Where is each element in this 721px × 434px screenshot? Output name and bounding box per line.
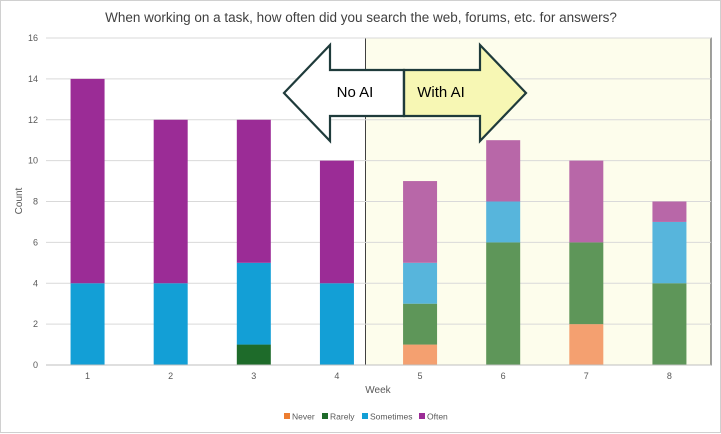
bar-segment-sometimes-week-1: [70, 283, 105, 365]
legend: Never Rarely Sometimes Often: [284, 412, 448, 422]
y-tick-label: 10: [28, 156, 38, 166]
legend-swatch-never: [284, 413, 290, 419]
y-tick-label: 16: [28, 33, 38, 43]
y-tick-label: 0: [33, 360, 38, 370]
legend-label-never: Never: [292, 412, 315, 422]
y-tick-label: 12: [28, 115, 38, 125]
bar-segment-often-week-4: [319, 160, 354, 284]
y-tick-label: 8: [33, 197, 38, 207]
y-tick-label: 2: [33, 319, 38, 329]
bar-segment-often-week-5: [403, 181, 438, 263]
x-tick-label: 7: [584, 371, 589, 381]
x-tick-label: 8: [667, 371, 672, 381]
bar-segment-often-week-2: [153, 119, 188, 284]
y-tick-label: 4: [33, 278, 38, 288]
legend-label-often: Often: [427, 412, 448, 422]
y-tick-label: 6: [33, 237, 38, 247]
bars: [70, 78, 687, 365]
bar-segment-often-week-1: [70, 78, 105, 284]
x-tick-label: 1: [85, 371, 90, 381]
legend-label-sometimes: Sometimes: [370, 412, 413, 422]
bar-segment-never-week-7: [569, 324, 604, 365]
bar-segment-rarely-week-5: [403, 303, 438, 345]
bar-segment-rarely-week-8: [652, 283, 687, 365]
chart-title: When working on a task, how often did yo…: [105, 10, 617, 25]
legend-swatch-sometimes: [362, 413, 368, 419]
y-tick-label: 14: [28, 74, 38, 84]
bar-segment-rarely-week-3: [236, 344, 271, 365]
arrow-right-with-ai: [402, 42, 528, 144]
x-axis-ticks: 1 2 3 4 5 6 7 8: [85, 371, 672, 381]
bar-segment-sometimes-week-3: [236, 262, 271, 345]
legend-swatch-often: [419, 413, 425, 419]
bar-segment-often-week-3: [236, 119, 271, 263]
bar-segment-sometimes-week-5: [403, 262, 438, 304]
bar-segment-rarely-week-6: [486, 242, 521, 365]
bar-segment-sometimes-week-8: [652, 221, 687, 284]
x-tick-label: 5: [418, 371, 423, 381]
x-tick-label: 2: [168, 371, 173, 381]
bar-segment-often-week-7: [569, 160, 604, 243]
legend-swatch-rarely: [322, 413, 328, 419]
bar-segment-often-week-6: [486, 140, 521, 202]
arrow-left-no-ai: [282, 42, 406, 144]
x-tick-label: 6: [501, 371, 506, 381]
no-ai-label: No AI: [337, 84, 374, 101]
x-tick-label: 4: [334, 371, 339, 381]
x-tick-label: 3: [251, 371, 256, 381]
bar-segment-sometimes-week-2: [153, 283, 188, 365]
x-axis-title: Week: [365, 385, 391, 396]
y-axis-ticks: 0 2 4 6 8 10 12 14 16: [28, 33, 38, 370]
bar-segment-rarely-week-7: [569, 242, 604, 325]
y-axis-title: Count: [14, 187, 25, 214]
no-ai-with-ai-arrow: No AI With AI: [282, 42, 528, 144]
with-ai-label: With AI: [417, 84, 465, 101]
bar-segment-never-week-5: [403, 344, 438, 365]
bar-segment-often-week-8: [652, 201, 687, 222]
bar-segment-sometimes-week-6: [486, 201, 521, 243]
bar-segment-sometimes-week-4: [319, 283, 354, 365]
legend-label-rarely: Rarely: [330, 412, 355, 422]
